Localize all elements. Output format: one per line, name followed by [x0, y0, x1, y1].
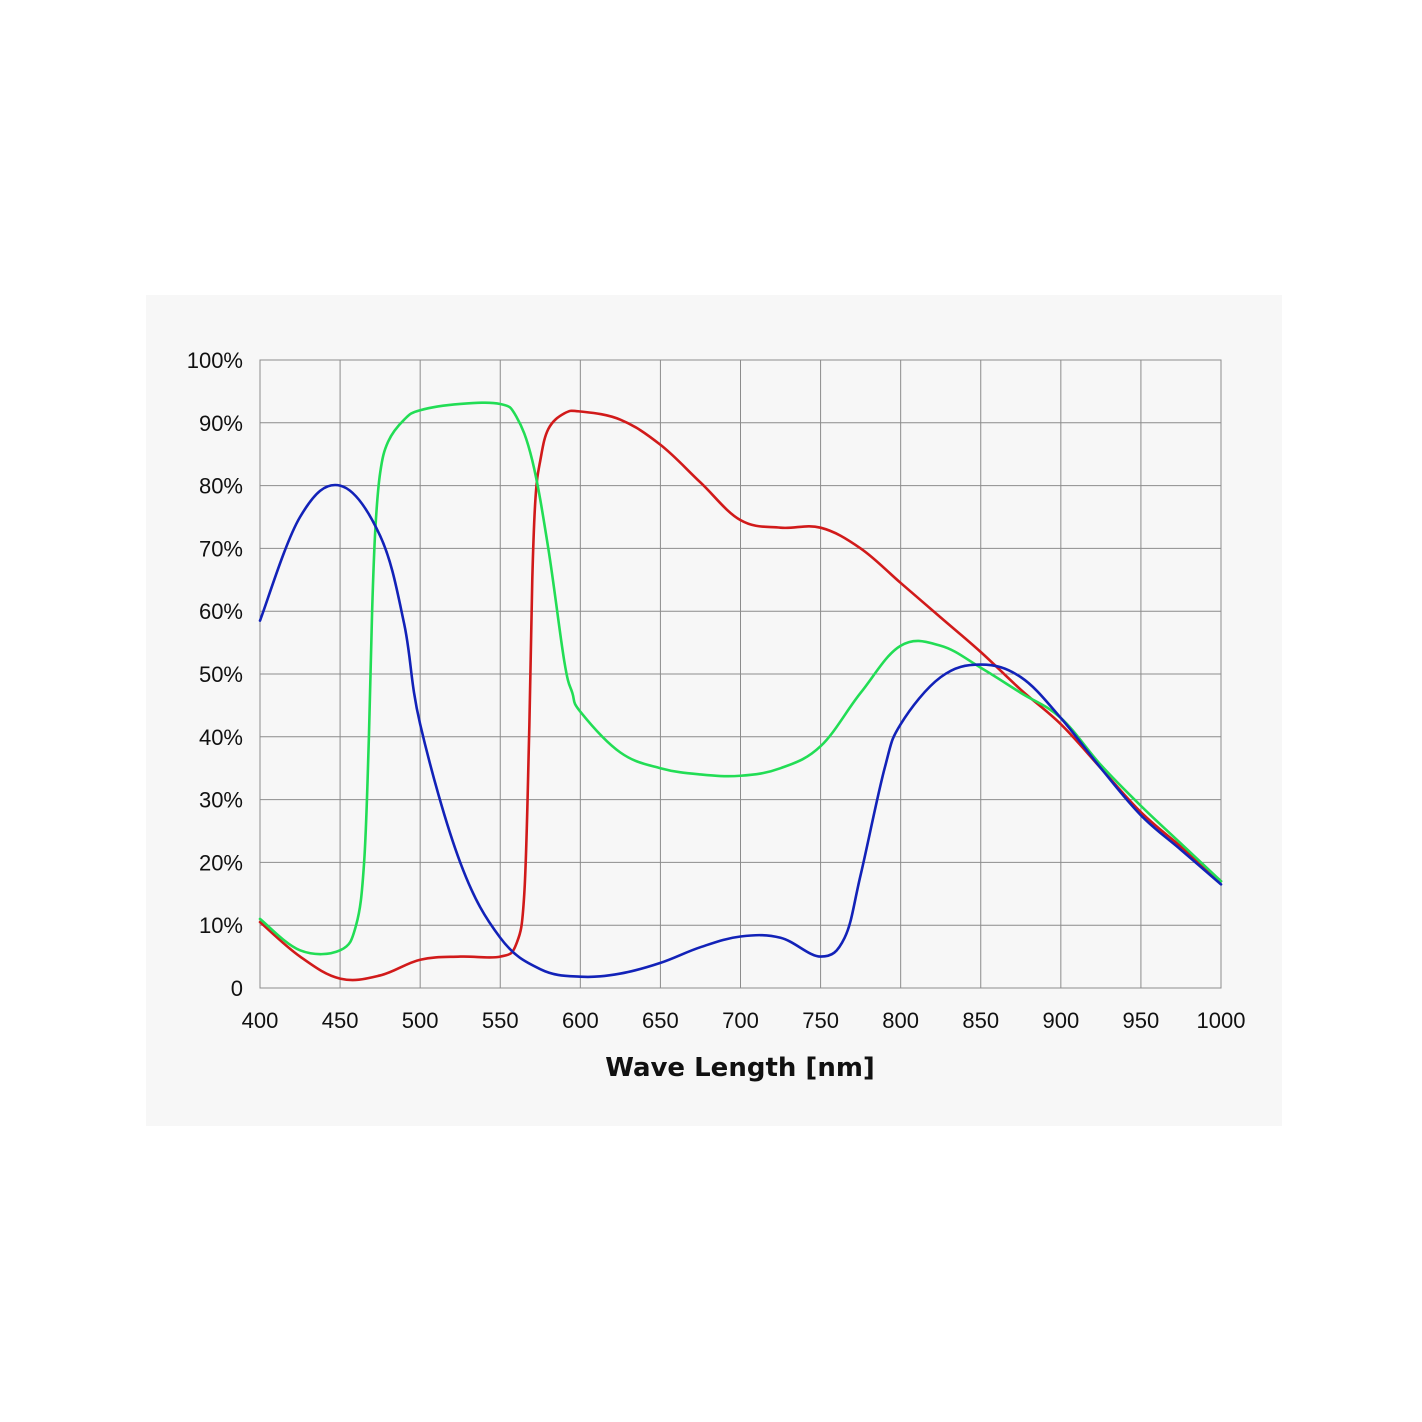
x-tick-label: 800	[882, 1008, 919, 1033]
y-tick-label: 20%	[199, 850, 243, 875]
x-tick-label: 400	[242, 1008, 279, 1033]
x-axis-title: Wave Length [nm]	[605, 1053, 875, 1083]
x-tick-label: 600	[562, 1008, 599, 1033]
x-tick-label: 950	[1123, 1008, 1160, 1033]
x-tick-labels: 400 450 500 550 600 650 700 750 800 850 900 950 1000	[242, 1008, 1246, 1033]
series-line-2	[258, 401, 1223, 956]
y-tick-label: 80%	[199, 474, 243, 499]
y-tick-label: 90%	[199, 411, 243, 436]
series-line-1	[258, 409, 1223, 982]
x-tick-label: 500	[402, 1008, 439, 1033]
x-tick-label: 450	[322, 1008, 359, 1033]
x-tick-label: 850	[962, 1008, 999, 1033]
x-tick-label: 550	[482, 1008, 519, 1033]
y-tick-label: 30%	[199, 788, 243, 813]
grid	[259, 359, 1222, 989]
x-tick-label: 700	[722, 1008, 759, 1033]
y-tick-label: 60%	[199, 599, 243, 624]
series-line-3	[258, 483, 1223, 979]
x-tick-label: 750	[802, 1008, 839, 1033]
series-group	[258, 401, 1223, 982]
y-tick-label: 10%	[199, 913, 243, 938]
y-tick-labels: 0 10% 20% 30% 40% 50% 60% 70% 80% 90% 100%	[187, 348, 243, 1001]
x-tick-label: 650	[642, 1008, 679, 1033]
y-tick-label: 70%	[199, 536, 243, 561]
x-tick-label: 1000	[1197, 1008, 1246, 1033]
y-tick-label: 100%	[187, 348, 243, 373]
y-tick-label: 50%	[199, 662, 243, 687]
x-tick-label: 900	[1042, 1008, 1079, 1033]
y-tick-label: 0	[231, 976, 243, 1001]
y-tick-label: 40%	[199, 725, 243, 750]
